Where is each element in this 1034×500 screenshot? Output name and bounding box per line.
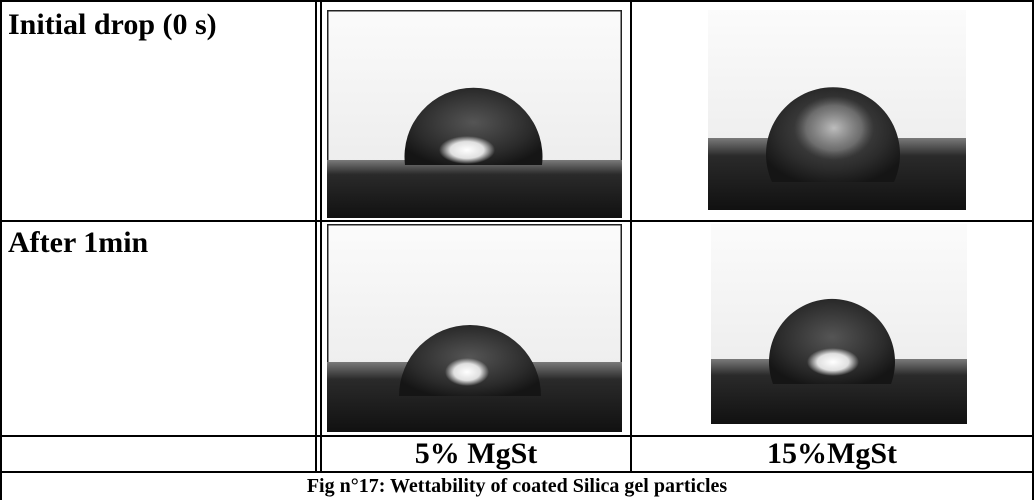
figure-caption: Fig n°17: Wettability of coated Silica g… — [306, 475, 728, 497]
col-divider-2 — [630, 0, 632, 471]
col-divider-1b — [320, 0, 322, 471]
column-label-15pct: 15%MgSt — [767, 437, 897, 470]
row-divider-3 — [0, 471, 1034, 473]
table-border-top — [0, 0, 1034, 2]
row-label-initial: Initial drop (0 s) — [8, 8, 217, 41]
row-label-after-1min: After 1min — [8, 226, 149, 259]
col-divider-1a — [315, 0, 317, 471]
row-divider-1 — [0, 220, 1034, 222]
table-border-right — [1032, 0, 1034, 500]
droplet-photo-5pct-initial — [327, 10, 622, 218]
row-divider-2 — [0, 435, 1034, 437]
table-border-left — [0, 0, 2, 500]
droplet-photo-15pct-1min — [711, 224, 967, 424]
droplet-photo-5pct-1min — [327, 224, 622, 432]
droplet-photo-15pct-initial — [708, 10, 966, 210]
column-label-5pct: 5% MgSt — [414, 437, 538, 470]
